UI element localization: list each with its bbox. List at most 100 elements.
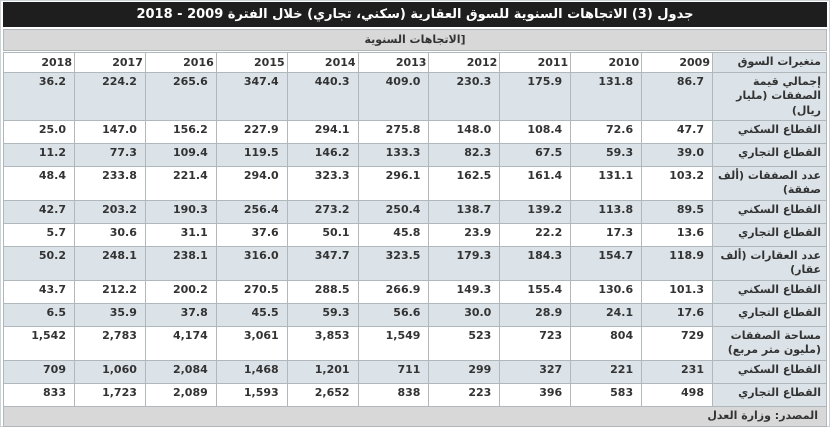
value-cell: 103.2 (641, 166, 713, 201)
value-cell: 440.3 (286, 72, 359, 121)
value-cell: 179.3 (428, 246, 501, 281)
row-label-cell: مساحة الصفقات (مليون متر مربع) (712, 326, 827, 361)
value-cell: 1,593 (215, 383, 288, 407)
value-cell: 109.4 (144, 143, 217, 167)
value-cell: 113.8 (570, 200, 643, 224)
value-cell: 56.6 (357, 303, 430, 327)
value-cell: 156.2 (144, 120, 217, 144)
value-cell: 523 (428, 326, 501, 361)
value-cell: 409.0 (357, 72, 430, 121)
value-cell: 146.2 (286, 143, 359, 167)
value-cell: 45.5 (215, 303, 288, 327)
value-cell: 498 (641, 383, 713, 407)
year-header-cell: 2014 (286, 52, 359, 73)
value-cell: 396 (499, 383, 572, 407)
value-cell: 184.3 (499, 246, 572, 281)
value-cell: 729 (641, 326, 713, 361)
value-cell: 72.6 (570, 120, 643, 144)
value-cell: 59.3 (286, 303, 359, 327)
row-label-cell: عدد الصفقات (ألف صفقة) (712, 166, 827, 201)
year-header-cell: 2017 (73, 52, 146, 73)
value-cell: 323.3 (286, 166, 359, 201)
value-cell: 804 (570, 326, 643, 361)
table-row: إجمالي قيمة الصفقات (مليار ريال) 86.7 131.… (3, 72, 827, 121)
value-cell: 131.1 (570, 166, 643, 201)
value-cell: 17.6 (641, 303, 713, 327)
subtitle-text: الاتجاهات السنوية (364, 33, 461, 46)
table-row: عدد العقارات (ألف عقار) 118.9 154.7 184.3 17… (3, 246, 827, 281)
row-label-cell: القطاع التجاري (712, 143, 827, 167)
value-cell: 224.2 (73, 72, 146, 121)
table-row: القطاع التجاري 17.6 24.1 28.9 30.0 56.6 59.3 45… (3, 303, 827, 327)
value-cell: 36.2 (3, 72, 75, 121)
value-cell: 288.5 (286, 280, 359, 304)
value-cell: 39.0 (641, 143, 713, 167)
value-cell: 48.4 (3, 166, 75, 201)
value-cell: 323.5 (357, 246, 430, 281)
value-cell: 139.2 (499, 200, 572, 224)
year-header-cell: 2009 (641, 52, 713, 73)
value-cell: 28.9 (499, 303, 572, 327)
table-row: القطاع السكني 101.3 130.6 155.4 149.3 266.9 28… (3, 280, 827, 304)
value-cell: 89.5 (641, 200, 713, 224)
value-cell: 709 (3, 360, 75, 384)
value-cell: 118.9 (641, 246, 713, 281)
value-cell: 119.5 (215, 143, 288, 167)
value-cell: 250.4 (357, 200, 430, 224)
value-cell: 2,084 (144, 360, 217, 384)
value-cell: 6.5 (3, 303, 75, 327)
value-cell: 30.0 (428, 303, 501, 327)
value-cell: 203.2 (73, 200, 146, 224)
value-cell: 42.7 (3, 200, 75, 224)
value-cell: 3,061 (215, 326, 288, 361)
value-cell: 838 (357, 383, 430, 407)
year-header-cell: 2016 (144, 52, 217, 73)
value-cell: 47.7 (641, 120, 713, 144)
value-cell: 37.8 (144, 303, 217, 327)
value-cell: 148.0 (428, 120, 501, 144)
table-row: القطاع التجاري 13.6 17.3 22.2 23.9 45.8 50.1 37… (3, 223, 827, 247)
source-footer: المصدر: وزارة العدل (3, 407, 827, 427)
table-title: جدول (3) الاتجاهات السنوية للسوق العقاري… (3, 2, 827, 27)
value-cell: 238.1 (144, 246, 217, 281)
value-cell: 270.5 (215, 280, 288, 304)
value-cell: 86.7 (641, 72, 713, 121)
row-label-cell: القطاع التجاري (712, 223, 827, 247)
value-cell: 275.8 (357, 120, 430, 144)
value-cell: 22.2 (499, 223, 572, 247)
value-cell: 77.3 (73, 143, 146, 167)
year-header-cell: 2011 (499, 52, 572, 73)
value-cell: 2,783 (73, 326, 146, 361)
value-cell: 233.8 (73, 166, 146, 201)
value-cell: 327 (499, 360, 572, 384)
value-cell: 147.0 (73, 120, 146, 144)
table-subtitle: ]الاتجاهات السنوية (3, 29, 827, 51)
table-row: مساحة الصفقات (مليون متر مربع) 729 804 723 5… (3, 326, 827, 361)
value-cell: 230.3 (428, 72, 501, 121)
row-label-cell: القطاع التجاري (712, 303, 827, 327)
value-cell: 5.7 (3, 223, 75, 247)
table-row: القطاع التجاري 39.0 59.3 67.5 82.3 133.3 146.2… (3, 143, 827, 167)
value-cell: 223 (428, 383, 501, 407)
value-cell: 190.3 (144, 200, 217, 224)
year-header-cell: 2010 (570, 52, 643, 73)
year-header-row: متغيرات السوق 2009 2010 2011 2012 2013 2014 20… (3, 52, 827, 73)
row-label-cell: القطاع السكني (712, 280, 827, 304)
value-cell: 299 (428, 360, 501, 384)
value-cell: 347.4 (215, 72, 288, 121)
value-cell: 3,853 (286, 326, 359, 361)
value-cell: 50.1 (286, 223, 359, 247)
value-cell: 17.3 (570, 223, 643, 247)
value-cell: 37.6 (215, 223, 288, 247)
value-cell: 162.5 (428, 166, 501, 201)
value-cell: 273.2 (286, 200, 359, 224)
value-cell: 11.2 (3, 143, 75, 167)
value-cell: 248.1 (73, 246, 146, 281)
value-cell: 1,060 (73, 360, 146, 384)
value-cell: 2,089 (144, 383, 217, 407)
table-row: القطاع التجاري 498 583 396 223 838 2,652 1,593 2… (3, 383, 827, 407)
value-cell: 131.8 (570, 72, 643, 121)
table-row: القطاع السكني 231 221 327 299 711 1,201 1,468 2,… (3, 360, 827, 384)
value-cell: 30.6 (73, 223, 146, 247)
row-label-cell: القطاع السكني (712, 360, 827, 384)
